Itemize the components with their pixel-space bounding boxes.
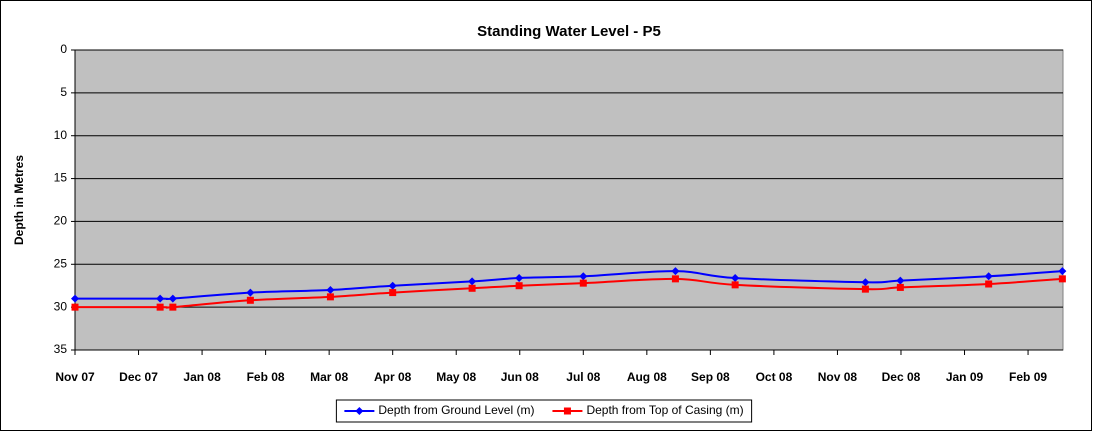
marker: [1058, 275, 1066, 283]
x-tick-label: Feb 09: [1009, 370, 1047, 384]
marker: [326, 293, 334, 301]
marker: [896, 276, 905, 285]
chart-title: Standing Water Level - P5: [477, 23, 661, 40]
y-tick-label: 5: [60, 85, 67, 99]
x-tick-label: Jan 09: [946, 370, 984, 384]
marker: [326, 286, 335, 294]
x-tick-label: Sep 08: [691, 370, 730, 384]
marker: [731, 281, 739, 289]
legend-label: Depth from Ground Level (m): [378, 403, 534, 417]
marker: [671, 267, 680, 276]
marker: [984, 272, 993, 281]
marker: [468, 284, 476, 292]
legend-label: Depth from Top of Casing (m): [586, 403, 743, 417]
marker: [731, 274, 740, 282]
y-tick-label: 15: [54, 171, 68, 185]
y-tick-label: 0: [60, 42, 67, 56]
y-tick-label: 25: [54, 256, 68, 270]
marker: [246, 288, 255, 297]
marker: [71, 303, 79, 311]
marker: [861, 278, 870, 287]
marker: [563, 407, 571, 415]
marker: [388, 281, 397, 290]
marker: [355, 407, 364, 415]
x-tick-label: Oct 08: [756, 370, 793, 384]
marker: [985, 280, 993, 288]
plot-area: [74, 49, 1064, 351]
y-tick-label: 35: [54, 342, 68, 356]
legend-box: [335, 399, 753, 423]
series-line: [75, 277, 1063, 309]
x-tick-label: Jun 08: [501, 370, 539, 384]
x-tick-label: Jul 08: [566, 370, 600, 384]
x-tick-label: Feb 08: [247, 370, 285, 384]
marker: [579, 272, 588, 281]
x-tick-label: Apr 08: [374, 370, 412, 384]
marker: [168, 294, 177, 303]
y-tick-label: 30: [54, 299, 68, 313]
x-tick-label: May 08: [436, 370, 476, 384]
x-tick-label: Dec 07: [119, 370, 158, 384]
marker: [468, 277, 477, 286]
marker: [246, 296, 254, 304]
marker: [169, 303, 177, 311]
marker: [861, 285, 869, 293]
series-line: [74, 270, 1063, 301]
marker: [156, 294, 165, 303]
marker: [156, 303, 164, 311]
marker: [515, 282, 523, 290]
legend: Depth from Ground Level (m) Depth from To…: [335, 399, 753, 423]
y-axis-label: Depth in Metres: [12, 155, 26, 245]
marker: [71, 294, 79, 303]
marker: [671, 275, 679, 283]
marker: [389, 289, 397, 297]
marker: [515, 274, 524, 282]
y-tick-label: 10: [54, 128, 68, 142]
x-tick-label: Jan 08: [183, 370, 221, 384]
marker: [896, 283, 904, 291]
x-tick-label: Nov 08: [818, 370, 858, 384]
x-tick-label: Dec 08: [882, 370, 921, 384]
x-tick-label: Mar 08: [310, 370, 348, 384]
x-tick-label: Nov 07: [55, 370, 95, 384]
marker: [1058, 267, 1067, 276]
x-tick-label: Aug 08: [627, 370, 667, 384]
marker: [579, 279, 587, 287]
y-tick-label: 20: [54, 214, 68, 228]
